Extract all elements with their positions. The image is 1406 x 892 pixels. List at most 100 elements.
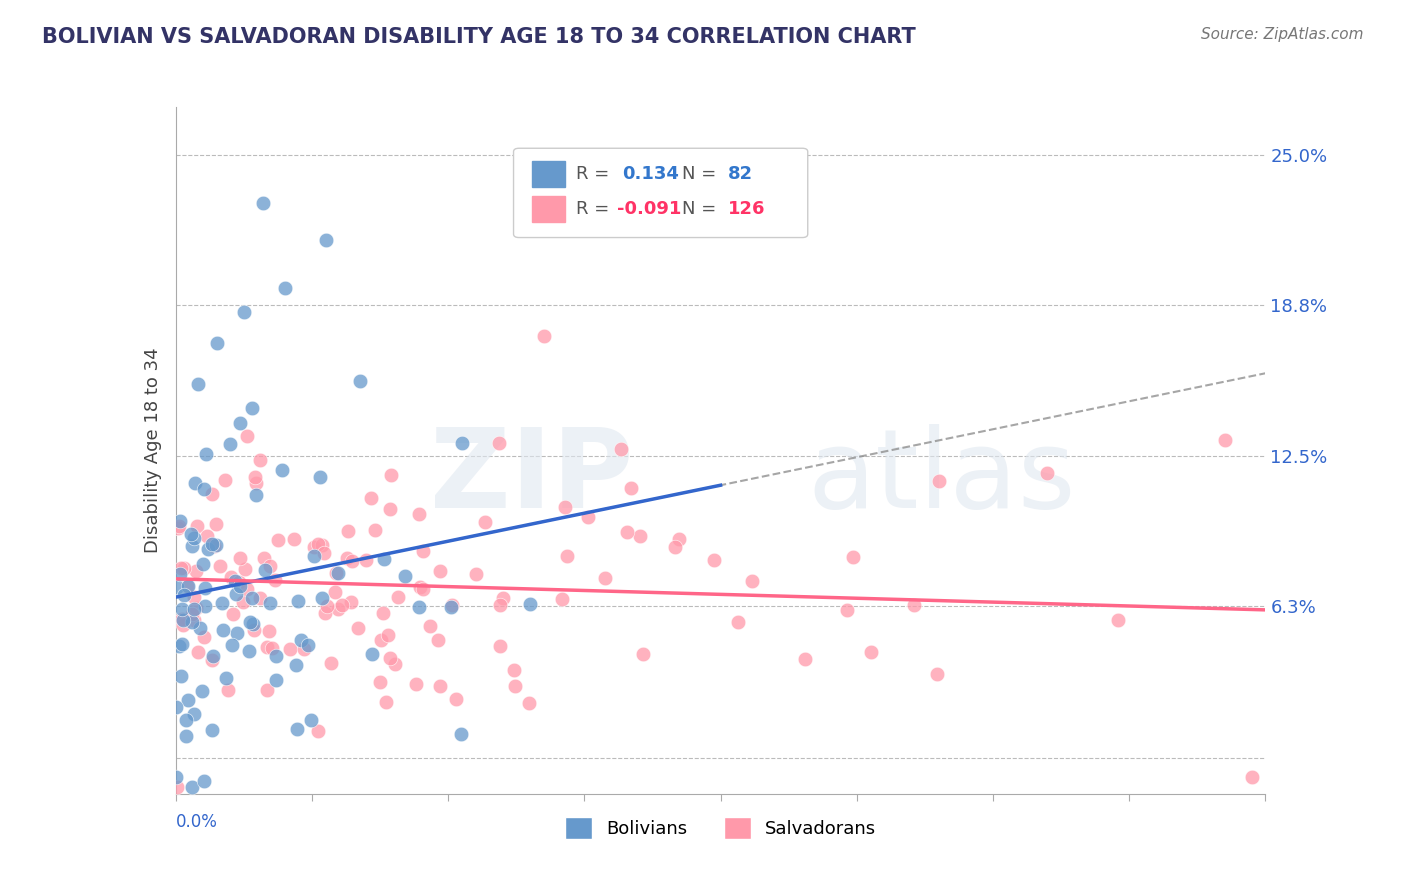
Point — [239, 615, 262, 630]
Point — [245, 469, 267, 483]
Point — [165, 770, 187, 784]
Point — [165, 700, 187, 714]
Point — [576, 509, 599, 524]
Point — [925, 667, 948, 681]
Point — [240, 591, 263, 605]
Point — [267, 533, 290, 548]
Point — [488, 598, 510, 612]
Point — [240, 401, 263, 416]
Point — [259, 595, 281, 609]
Point — [554, 500, 576, 515]
Point — [444, 692, 467, 706]
Point — [183, 531, 205, 545]
Point — [440, 598, 463, 612]
Point — [225, 587, 247, 601]
Point — [193, 630, 215, 644]
Point — [202, 648, 225, 663]
Point — [302, 549, 325, 563]
Point — [1036, 467, 1059, 481]
Point — [214, 671, 236, 685]
Point — [224, 574, 246, 588]
Point — [616, 524, 638, 539]
Legend: Bolivians, Salvadorans: Bolivians, Salvadorans — [558, 810, 883, 847]
Point — [193, 774, 215, 789]
Point — [170, 669, 193, 683]
Point — [360, 491, 382, 505]
Point — [283, 532, 305, 546]
Text: -0.091: -0.091 — [617, 200, 682, 218]
Point — [204, 517, 226, 532]
Point — [236, 429, 259, 443]
Point — [221, 638, 243, 652]
Point — [169, 567, 191, 582]
Point — [842, 550, 865, 565]
Point — [533, 329, 555, 343]
Point — [928, 474, 950, 488]
Point — [253, 563, 276, 577]
Point — [184, 475, 207, 490]
Point — [319, 656, 342, 670]
Point — [197, 542, 219, 557]
Point — [349, 374, 371, 388]
Point — [260, 640, 283, 655]
Text: 0.134: 0.134 — [623, 165, 679, 184]
Point — [193, 482, 215, 496]
Point — [290, 633, 312, 648]
Point — [200, 653, 222, 667]
Point — [170, 561, 193, 575]
Point — [377, 628, 399, 642]
Point — [299, 713, 322, 727]
Point — [194, 581, 217, 595]
Point — [236, 582, 259, 596]
Point — [451, 435, 474, 450]
Point — [285, 723, 308, 737]
Text: 126: 126 — [728, 200, 766, 218]
Point — [278, 641, 301, 656]
Point — [274, 281, 297, 295]
Y-axis label: Disability Age 18 to 34: Disability Age 18 to 34 — [143, 348, 162, 553]
Point — [249, 453, 271, 467]
Point — [380, 467, 402, 482]
Point — [259, 624, 281, 639]
Point — [450, 727, 472, 741]
Point — [370, 632, 392, 647]
Point — [238, 644, 260, 658]
Point — [1240, 770, 1263, 784]
Point — [252, 196, 274, 211]
Point — [191, 557, 214, 571]
Point — [314, 606, 336, 620]
Point — [356, 552, 378, 566]
Point — [309, 469, 332, 483]
Point — [245, 476, 267, 491]
Point — [378, 501, 401, 516]
Point — [214, 473, 236, 487]
Point — [292, 641, 315, 656]
Point — [328, 566, 350, 580]
Point — [503, 664, 526, 678]
Point — [440, 600, 463, 615]
Point — [259, 558, 281, 573]
Point — [190, 683, 212, 698]
Point — [304, 540, 326, 554]
Point — [176, 729, 198, 743]
Point — [183, 613, 205, 627]
Point — [297, 638, 319, 652]
Point — [285, 657, 308, 672]
Text: atlas: atlas — [807, 425, 1076, 532]
Point — [488, 436, 510, 450]
Point — [371, 607, 394, 621]
Point — [336, 550, 359, 565]
Point — [429, 565, 451, 579]
Point — [181, 615, 204, 629]
Text: BOLIVIAN VS SALVADORAN DISABILITY AGE 18 TO 34 CORRELATION CHART: BOLIVIAN VS SALVADORAN DISABILITY AGE 18… — [42, 27, 915, 46]
Point — [170, 637, 193, 651]
Point — [668, 532, 690, 546]
Point — [489, 639, 512, 653]
Point — [619, 481, 641, 495]
Point — [173, 560, 195, 574]
Point — [307, 537, 329, 551]
Text: 0.0%: 0.0% — [176, 814, 218, 831]
Point — [166, 780, 188, 794]
Point — [380, 650, 402, 665]
Point — [474, 515, 496, 529]
